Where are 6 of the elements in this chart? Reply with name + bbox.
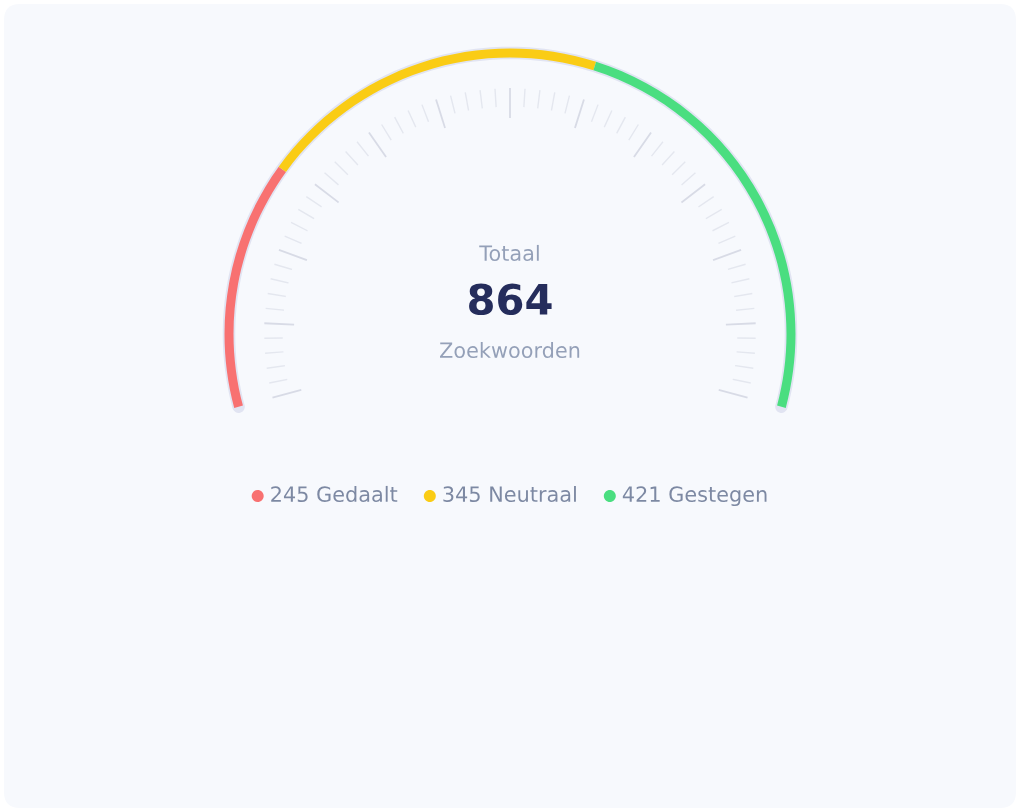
text: Totaal	[479, 244, 539, 262]
legend-label: 345 Neutraal	[443, 485, 576, 503]
legend-label: 245 Gedaalt	[271, 485, 398, 503]
text: 864	[469, 283, 552, 316]
legend-label: 421 Gestegen	[622, 486, 767, 507]
text: Zoekwoorden	[440, 341, 580, 359]
